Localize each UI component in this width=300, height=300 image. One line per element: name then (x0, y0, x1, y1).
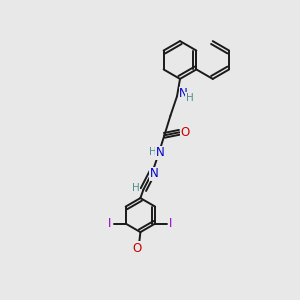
Text: N: N (179, 87, 188, 101)
Text: I: I (169, 217, 173, 230)
Text: H: H (132, 183, 140, 193)
Text: H: H (136, 247, 143, 256)
Text: I: I (108, 217, 112, 230)
Text: O: O (133, 242, 142, 254)
Text: N: N (155, 146, 164, 159)
Text: H: H (149, 147, 157, 157)
Text: N: N (149, 167, 158, 180)
Text: H: H (186, 93, 194, 103)
Text: O: O (181, 126, 190, 139)
